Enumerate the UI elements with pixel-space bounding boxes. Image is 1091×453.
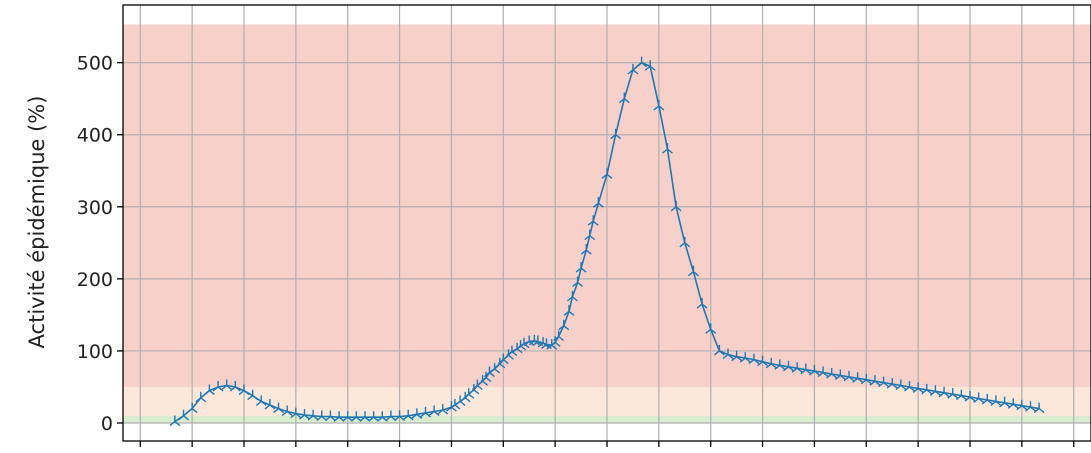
y-tick-label: 100 (77, 341, 113, 363)
y-tick-label: 500 (77, 53, 113, 75)
y-tick-label: 300 (77, 197, 113, 219)
y-axis-label: Activité épidémique (%) (25, 96, 49, 349)
y-tick-label: 400 (77, 125, 113, 147)
y-tick-label: 0 (101, 413, 113, 435)
y-tick-label: 200 (77, 269, 113, 291)
